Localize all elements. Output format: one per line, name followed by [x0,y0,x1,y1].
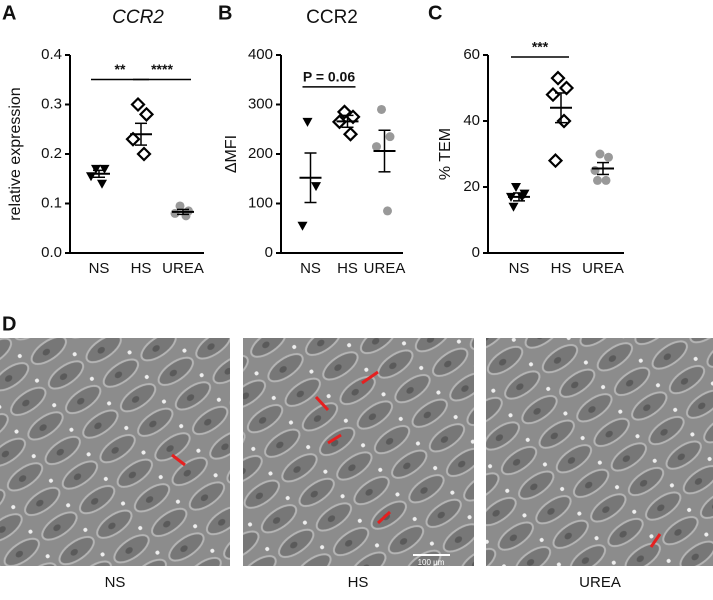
y-tick-label: 200 [248,145,273,162]
point [556,113,572,129]
x-tick-label: HS [131,260,152,277]
y-tick-label: 60 [463,46,480,63]
point [550,70,566,86]
y-tick-label: 300 [248,95,273,112]
point [138,106,155,122]
y-tick-label: 0 [265,244,273,261]
y-tick-label: 0.3 [41,95,62,112]
y-tick-label: 0.0 [41,244,62,261]
y-axis-label: relative expression [7,87,24,220]
panel-letter: D [2,313,16,335]
point [297,221,308,231]
point [547,153,564,169]
point [99,164,110,174]
y-axis-label: % TEM [437,128,454,180]
chart-title: CCR2 [112,7,164,28]
y-tick-label: 0.4 [41,46,62,63]
point [545,87,561,103]
point [91,164,101,174]
y-axis-label: ΔMFI [223,135,240,173]
point [130,96,146,113]
annotation: P = 0.06 [303,69,356,85]
micrograph [0,338,230,566]
scale-bar-label: 100 µm [418,558,445,567]
annotation: *** [532,39,549,55]
y-tick-label: 0.2 [41,145,62,162]
x-tick-label: NS [509,260,530,277]
annotation: ** [115,61,126,77]
panel-letter: A [2,2,16,24]
point [508,202,519,212]
point [511,183,521,192]
point [385,132,395,142]
panel-letter: C [428,2,442,24]
image-caption: UREA [579,574,621,591]
point [372,142,381,152]
y-tick-label: 400 [248,46,273,63]
point [595,149,605,159]
point [342,126,359,142]
point [590,166,600,175]
panel-letter: B [218,2,232,24]
y-tick-label: 0.1 [41,194,62,211]
point [97,179,107,189]
panel-d: D 100 µm NS HS UREA [0,313,713,591]
micrograph [486,338,713,566]
point [311,182,321,192]
x-tick-label: HS [551,260,572,277]
point [558,80,575,96]
point [125,131,141,147]
x-tick-label: UREA [364,260,406,277]
point [175,201,185,211]
micrograph [243,338,474,566]
y-tick-label: 0 [472,244,480,261]
chart-title: CCR2 [306,7,358,28]
annotation: **** [151,61,173,77]
x-tick-label: UREA [582,260,624,277]
image-caption: HS [348,574,369,591]
point [302,117,313,127]
point [601,175,611,185]
y-tick-label: 100 [248,194,273,211]
x-tick-label: UREA [162,260,204,277]
point [136,146,152,162]
y-tick-label: 20 [463,178,480,195]
point [383,206,392,216]
point [593,175,602,185]
x-tick-label: NS [89,260,110,277]
y-tick-label: 40 [463,112,480,129]
image-caption: NS [105,574,126,591]
point [377,104,386,114]
x-tick-label: HS [337,260,358,277]
x-tick-label: NS [300,260,321,277]
arrows [171,370,662,548]
point [170,208,180,218]
point [604,152,613,162]
